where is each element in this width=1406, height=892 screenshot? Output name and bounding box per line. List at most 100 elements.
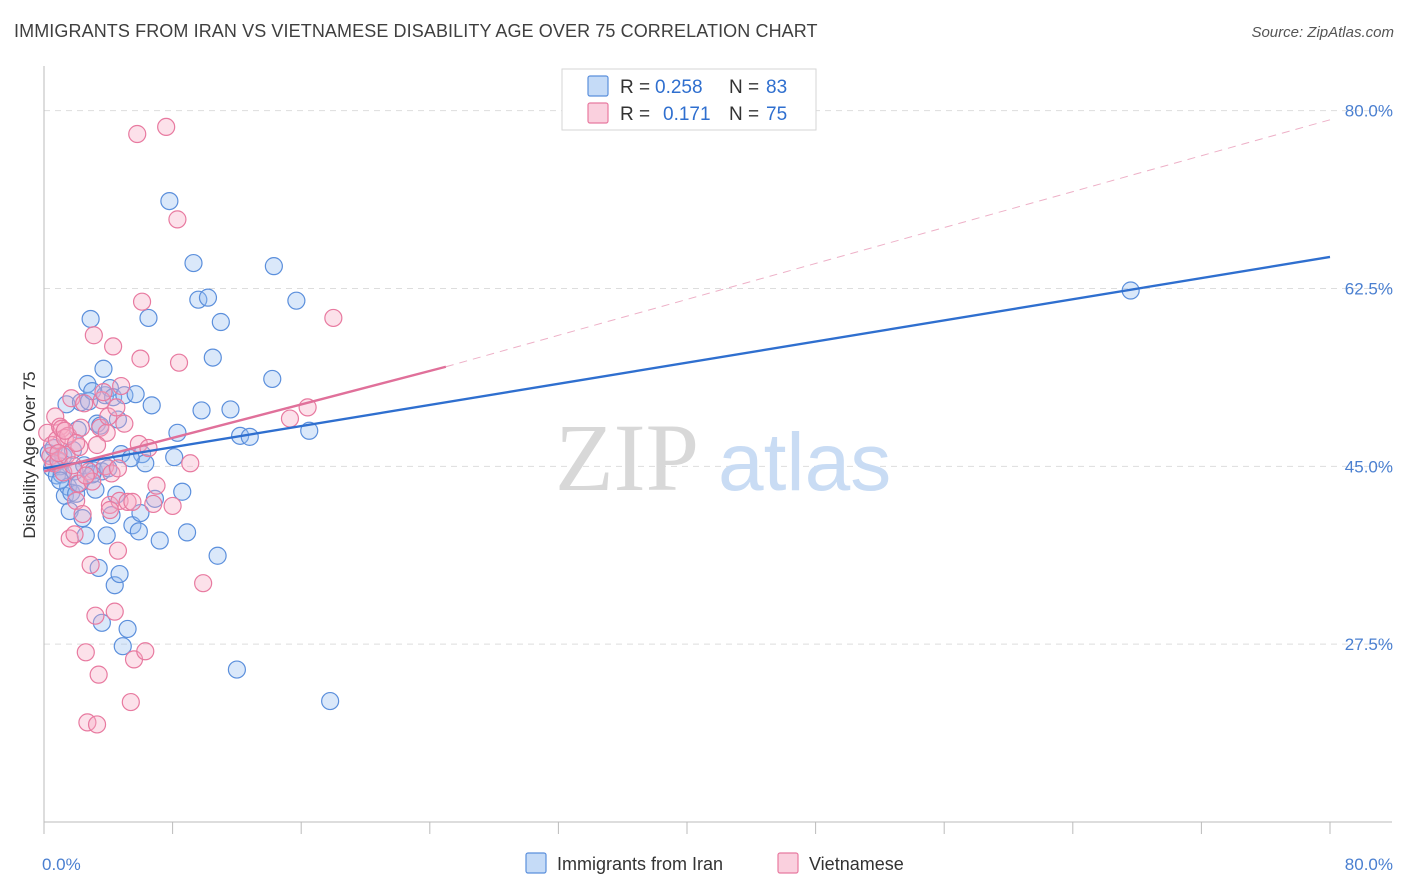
iran-point-53 xyxy=(150,531,169,550)
iran-point-51 xyxy=(142,396,161,415)
vietnamese-point-28 xyxy=(86,606,105,625)
iran-point-50 xyxy=(139,308,158,328)
vietnamese-point-21 xyxy=(73,504,92,524)
vietnamese-point-22 xyxy=(75,394,94,413)
points-layer xyxy=(38,117,1140,734)
trend-layer xyxy=(43,119,1331,473)
iran-point-44 xyxy=(118,619,137,639)
x-tick-label-1: 80.0% xyxy=(1345,855,1393,874)
iran-point-71 xyxy=(264,257,283,276)
legend-r-value-1: 0.171 xyxy=(663,104,711,125)
iran-point-72 xyxy=(287,291,306,310)
chart-title: IMMIGRANTS FROM IRAN VS VIETNAMESE DISAB… xyxy=(14,21,818,41)
iran-point-23 xyxy=(81,309,100,329)
vietnamese-point-51 xyxy=(131,349,150,368)
y-tick-label-1: 45.0% xyxy=(1345,457,1393,476)
vietnamese-point-57 xyxy=(163,496,182,516)
legend-n-label-0: N = xyxy=(729,77,759,98)
iran-point-9 xyxy=(57,395,76,414)
vietnamese-point-49 xyxy=(128,124,147,144)
iran-point-61 xyxy=(192,401,211,420)
vietnamese-point-70 xyxy=(144,494,163,514)
iran-point-65 xyxy=(211,312,230,332)
vietnamese-point-71 xyxy=(76,466,95,485)
iran-point-38 xyxy=(105,576,124,595)
vietnamese-point-20 xyxy=(71,418,91,437)
iran-point-69 xyxy=(240,427,259,446)
iran-point-64 xyxy=(208,546,227,565)
x-tick-label-0: 0.0% xyxy=(42,855,81,874)
vietnamese-point-63 xyxy=(324,308,343,328)
vietnamese-point-55 xyxy=(147,476,166,495)
bottom-legend: Immigrants from Iran Vietnamese xyxy=(525,852,904,874)
vietnamese-point-47 xyxy=(121,692,140,712)
iran-point-55 xyxy=(165,448,184,467)
vietnamese-point-33 xyxy=(94,383,113,402)
iran-point-76 xyxy=(83,465,102,484)
bottom-legend-label-vietnamese: Vietnamese xyxy=(809,854,904,874)
watermark-atlas: atlas xyxy=(718,417,891,508)
iran-trend-line xyxy=(43,255,1331,470)
iran-point-70 xyxy=(263,369,282,389)
iran-point-34 xyxy=(99,459,118,478)
vietnamese-point-67 xyxy=(55,421,74,440)
iran-point-54 xyxy=(160,191,179,211)
vietnamese-point-60 xyxy=(181,454,200,473)
vietnamese-point-30 xyxy=(89,665,108,684)
vietnamese-point-72 xyxy=(87,435,107,455)
y-tick-label-0: 27.5% xyxy=(1345,635,1393,654)
vietnamese-point-26 xyxy=(81,555,100,574)
vietnamese-point-61 xyxy=(194,574,213,593)
axis-layer: 27.5% 45.0% 62.5% 80.0% 0.0% 80.0% xyxy=(42,66,1393,874)
iran-point-57 xyxy=(173,482,192,501)
legend-n-value-0: 83 xyxy=(766,77,787,98)
vietnamese-point-40 xyxy=(105,602,124,621)
y-tick-label-2: 62.5% xyxy=(1345,279,1393,298)
vietnamese-point-42 xyxy=(108,541,128,560)
vietnamese-point-37 xyxy=(100,495,120,515)
iran-point-67 xyxy=(227,660,246,679)
top-legend: R = 0.258 N = 83 R = 0.171 N = 75 xyxy=(561,68,817,131)
iran-point-81 xyxy=(92,613,111,632)
y-axis-label: Disability Age Over 75 xyxy=(20,371,39,538)
vietnamese-point-66 xyxy=(67,433,86,453)
bottom-legend-label-iran: Immigrants from Iran xyxy=(557,854,723,874)
iran-point-77 xyxy=(73,509,92,528)
iran-point-58 xyxy=(177,523,197,542)
vietnamese-point-41 xyxy=(107,398,126,417)
iran-point-62 xyxy=(198,288,218,307)
y-tick-label-3: 80.0% xyxy=(1345,102,1393,121)
iran-point-74 xyxy=(321,691,340,711)
legend-n-value-1: 75 xyxy=(766,104,787,125)
bottom-legend-swatch-iran xyxy=(525,852,547,874)
vietnamese-point-56 xyxy=(157,117,176,137)
iran-point-49 xyxy=(136,454,155,473)
vietnamese-point-73 xyxy=(49,444,68,463)
watermark: ZIP atlas xyxy=(555,404,891,511)
vietnamese-point-29 xyxy=(87,715,107,734)
vietnamese-point-27 xyxy=(84,326,103,345)
vietnamese-point-64 xyxy=(280,409,300,428)
iran-point-63 xyxy=(203,348,222,367)
iran-point-66 xyxy=(221,400,240,419)
grid-layer xyxy=(44,110,1392,645)
vietnamese-point-68 xyxy=(108,459,128,478)
legend-r-label-1: R = xyxy=(620,104,650,125)
legend-swatch-pink xyxy=(587,102,609,124)
iran-point-33 xyxy=(97,526,116,545)
iran-point-82 xyxy=(113,637,132,656)
vietnamese-point-39 xyxy=(104,337,123,356)
legend-swatch-blue xyxy=(587,75,609,97)
legend-n-label-1: N = xyxy=(729,104,759,125)
vietnamese-point-74 xyxy=(100,500,120,520)
vietnamese-point-59 xyxy=(169,353,189,372)
iran-point-41 xyxy=(110,564,129,584)
vietnamese-point-53 xyxy=(136,642,155,661)
vietnamese-point-58 xyxy=(168,210,187,229)
iran-point-59 xyxy=(184,253,203,273)
legend-r-label-0: R = xyxy=(620,77,650,98)
vietnamese-trend-line xyxy=(43,365,447,473)
vietnamese-point-16 xyxy=(65,525,84,544)
bottom-legend-swatch-vietnamese xyxy=(777,852,799,874)
